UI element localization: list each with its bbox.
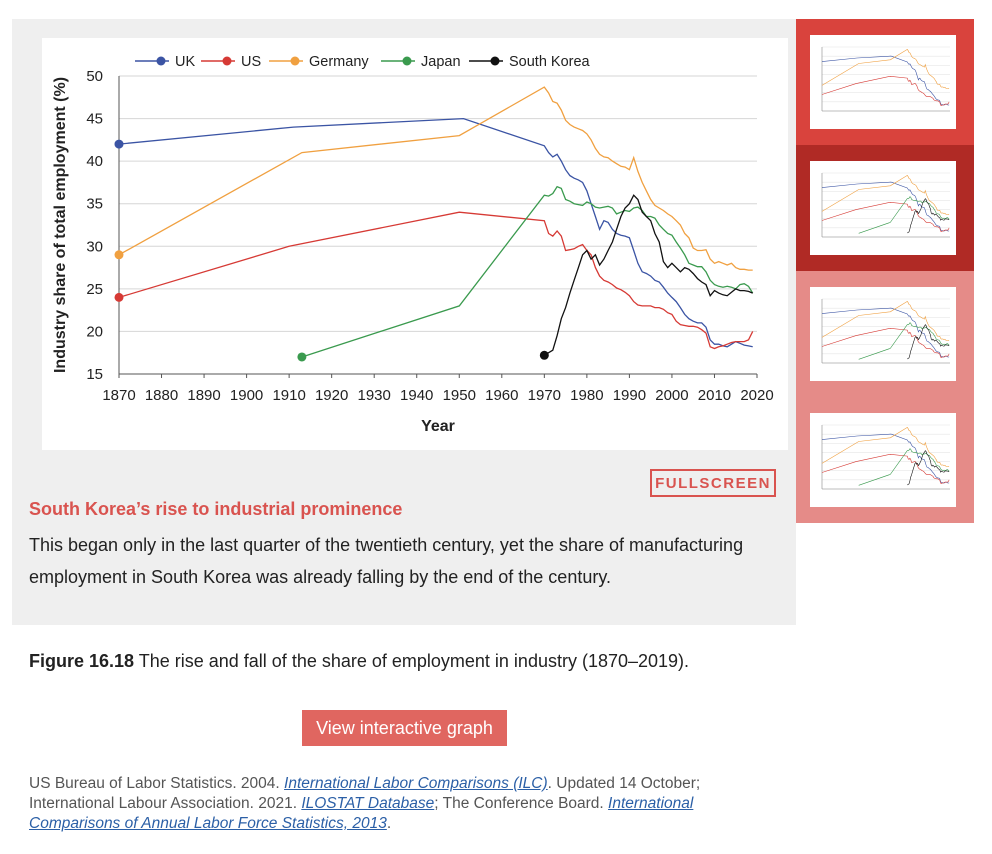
thumb-series-line bbox=[821, 174, 950, 215]
thumbnail-step-1[interactable] bbox=[796, 19, 974, 145]
figure-number: Figure 16.18 bbox=[29, 651, 135, 671]
series-line-uk bbox=[118, 117, 753, 348]
y-tick-label: 45 bbox=[86, 111, 103, 128]
legend-label: Japan bbox=[421, 54, 461, 70]
legend-label: Germany bbox=[309, 54, 369, 70]
x-tick-label: 1870 bbox=[102, 387, 135, 404]
y-tick-label: 15 bbox=[86, 366, 103, 383]
thumbnail-image bbox=[810, 287, 956, 381]
series-line-south-korea bbox=[543, 194, 753, 356]
thumb-series-line bbox=[821, 75, 950, 106]
series-line-germany bbox=[118, 86, 753, 271]
chart-container: 15 20 25 30 35 40 45 50 1870 1880 1890 1900 1910 1920… bbox=[42, 38, 788, 450]
thumb-series-line bbox=[821, 453, 950, 484]
legend-marker bbox=[402, 56, 412, 66]
x-tick-label: 1930 bbox=[358, 387, 391, 404]
thumb-series-line bbox=[907, 450, 950, 486]
thumbnail-image bbox=[810, 413, 956, 507]
source-text-2: . Updated 14 October; International Labo… bbox=[29, 775, 701, 812]
source-text-1: US Bureau of Labor Statistics. 2004. bbox=[29, 775, 285, 792]
thumbnail-image bbox=[810, 161, 956, 255]
legend-marker bbox=[490, 56, 500, 66]
thumb-series-line bbox=[821, 181, 950, 232]
y-tick-label: 50 bbox=[86, 68, 103, 85]
thumbnail-strip bbox=[796, 19, 974, 523]
ilostat-link[interactable]: ILOSTAT Database bbox=[301, 795, 435, 812]
start-marker-point bbox=[539, 350, 549, 360]
x-tick-label: 1950 bbox=[443, 387, 476, 404]
thumb-series-line bbox=[821, 307, 950, 358]
x-tick-label: 1900 bbox=[230, 387, 263, 404]
legend-label: UK bbox=[175, 54, 195, 70]
x-tick-label: 1970 bbox=[528, 387, 561, 404]
x-tick-label: 1980 bbox=[570, 387, 603, 404]
source-text-3: ; The Conference Board. bbox=[434, 795, 609, 812]
thumbnail-step-4[interactable] bbox=[796, 397, 974, 523]
thumbnail-image bbox=[810, 35, 956, 129]
conference-board-link[interactable]: International Comparisons of Annual Labo… bbox=[29, 795, 694, 832]
line-chart: 15 20 25 30 35 40 45 50 1870 1880 1890 1900 1910 1920… bbox=[52, 54, 774, 435]
thumb-series-line bbox=[907, 198, 950, 234]
x-tick-label: 1920 bbox=[315, 387, 348, 404]
y-axis-label: Industry share of total employment (%) bbox=[52, 77, 69, 373]
thumb-series-line bbox=[821, 300, 950, 341]
y-tick-label: 30 bbox=[86, 238, 103, 255]
x-axis-label: Year bbox=[421, 418, 455, 435]
legend-label: South Korea bbox=[509, 54, 591, 70]
x-tick-label: 2000 bbox=[655, 387, 688, 404]
x-tick-label: 1990 bbox=[613, 387, 646, 404]
y-tick-label: 35 bbox=[86, 196, 103, 213]
fullscreen-button[interactable]: FULLSCREEN bbox=[650, 469, 776, 497]
ilc-link[interactable]: International Labor Comparisons (ILC) bbox=[284, 775, 548, 792]
legend-marker bbox=[290, 56, 300, 66]
thumb-series-line bbox=[907, 324, 950, 360]
figure-panel: 15 20 25 30 35 40 45 50 1870 1880 1890 1900 1910 1920… bbox=[12, 19, 796, 625]
view-interactive-graph-button[interactable]: View interactive graph bbox=[302, 710, 507, 746]
thumbnail-step-3[interactable] bbox=[796, 271, 974, 397]
thumb-series-line bbox=[821, 426, 950, 467]
figure-caption: Figure 16.18 The rise and fall of the sh… bbox=[29, 651, 789, 672]
caption-text: This began only in the last quarter of t… bbox=[29, 535, 744, 587]
source-citation: US Bureau of Labor Statistics. 2004. Int… bbox=[29, 774, 769, 834]
figure-caption-text: The rise and fall of the share of employ… bbox=[138, 651, 690, 671]
legend-label: US bbox=[241, 54, 261, 70]
x-tick-label: 1880 bbox=[145, 387, 178, 404]
x-tick-label: 2010 bbox=[698, 387, 731, 404]
start-marker-point bbox=[297, 352, 307, 362]
x-tick-label: 1890 bbox=[187, 387, 220, 404]
thumb-series-line bbox=[821, 327, 950, 358]
y-tick-label: 20 bbox=[86, 323, 103, 340]
y-tick-label: 25 bbox=[86, 281, 103, 298]
thumb-series-line bbox=[821, 201, 950, 232]
y-tick-label: 40 bbox=[86, 153, 103, 170]
legend-marker bbox=[156, 56, 166, 66]
x-tick-label: 1960 bbox=[485, 387, 518, 404]
thumb-series-line bbox=[821, 48, 950, 89]
thumbnail-step-2[interactable] bbox=[796, 145, 974, 271]
series-line-us bbox=[118, 211, 754, 350]
start-marker-point bbox=[114, 292, 124, 302]
start-marker-point bbox=[114, 139, 124, 149]
start-marker-point bbox=[114, 250, 124, 260]
x-tick-label: 1940 bbox=[400, 387, 433, 404]
caption-title: South Korea’s rise to industrial promine… bbox=[29, 499, 403, 519]
x-tick-label: 1910 bbox=[272, 387, 305, 404]
x-tick-label: 2020 bbox=[740, 387, 773, 404]
legend-marker bbox=[222, 56, 232, 66]
thumb-series-line bbox=[821, 433, 950, 484]
source-text-4: . bbox=[386, 815, 392, 832]
thumb-series-line bbox=[821, 55, 950, 106]
